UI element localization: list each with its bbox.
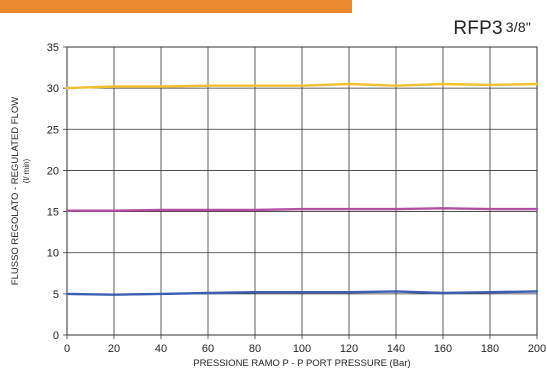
x-tick-label: 60: [202, 343, 214, 355]
x-tick-label: 140: [387, 343, 405, 355]
y-tick-label: 5: [53, 289, 59, 301]
x-tick-label: 100: [293, 343, 311, 355]
x-tick-label: 200: [528, 343, 546, 355]
series-line-3: [65, 290, 539, 296]
y-axis-unit: (l/ min): [22, 158, 31, 183]
series-line-1: [65, 82, 539, 90]
y-tick-label: 30: [47, 83, 59, 95]
x-tick-label: 120: [340, 343, 358, 355]
x-tick-label: 80: [249, 343, 261, 355]
chart-title: RFP3 3/8": [453, 18, 531, 40]
chart-ticks: 0 20 40 60 80 100 120 140 160 180 200 0 5 10 15 20 25 30 3…: [47, 42, 546, 355]
x-tick-label: 180: [481, 343, 499, 355]
chart-series: [65, 82, 539, 296]
y-tick-label: 35: [47, 42, 59, 54]
model-size: 3/8": [505, 19, 531, 35]
x-tick-label: 40: [155, 343, 167, 355]
y-tick-label: 15: [47, 207, 59, 219]
series-line-2: [65, 207, 539, 212]
x-axis-label: PRESSIONE RAMO P - P PORT PRESSURE (Bar): [193, 358, 410, 369]
x-tick-label: 20: [108, 343, 120, 355]
y-tick-label: 10: [47, 248, 59, 260]
chart-grid: [63, 46, 538, 339]
y-tick-label: 0: [53, 330, 59, 342]
y-axis-label: FLUSSO REGOLATO - REGULATED FLOW: [10, 97, 21, 285]
header-accent-band: [0, 0, 352, 13]
y-tick-label: 20: [47, 165, 59, 177]
x-tick-label: 160: [434, 343, 452, 355]
model-name: RFP3: [453, 18, 503, 39]
y-tick-label: 25: [47, 124, 59, 136]
x-tick-label: 0: [64, 343, 70, 355]
